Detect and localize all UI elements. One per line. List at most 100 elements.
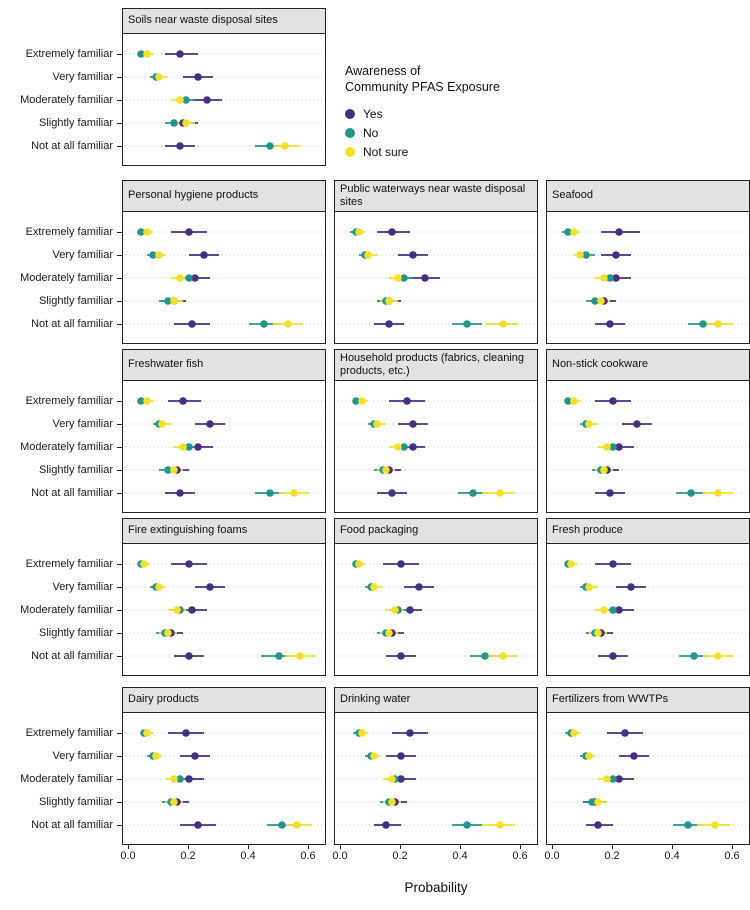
estimate-point <box>293 821 301 829</box>
y-axis-label: Very familiar <box>52 249 113 261</box>
estimate-point <box>591 297 599 305</box>
y-axis-label: Extremely familiar <box>25 558 113 570</box>
legend-item-not-sure: Not sure <box>345 142 500 161</box>
estimate-point <box>170 798 178 806</box>
facet-title: Freshwater fish <box>128 358 204 371</box>
estimate-point <box>170 775 178 783</box>
estimate-point <box>164 629 172 637</box>
estimate-point <box>609 606 617 614</box>
x-axis-tick <box>340 845 341 849</box>
estimate-point <box>137 228 145 236</box>
estimate-point <box>182 96 190 104</box>
estimate-point <box>409 251 417 259</box>
estimate-point <box>615 228 623 236</box>
estimate-point <box>567 560 575 568</box>
estimate-point <box>388 228 396 236</box>
estimate-point <box>191 752 199 760</box>
plot-area <box>546 713 750 845</box>
legend: Awareness of Community PFAS Exposure Yes… <box>345 63 500 161</box>
y-axis-tick <box>117 610 122 611</box>
y-axis-tick <box>117 802 122 803</box>
estimate-point <box>609 397 617 405</box>
estimate-point <box>576 251 584 259</box>
y-axis-label: Very familiar <box>52 71 113 83</box>
y-axis-label: Moderately familiar <box>20 773 113 785</box>
estimate-point <box>149 251 157 259</box>
estimate-point <box>621 729 629 737</box>
y-axis-label: Moderately familiar <box>20 94 113 106</box>
x-axis-tick <box>732 845 733 849</box>
estimate-point <box>594 629 602 637</box>
plot-area <box>122 212 326 344</box>
estimate-point <box>176 489 184 497</box>
x-axis-tick <box>128 845 129 849</box>
plot-svg <box>337 560 534 660</box>
facet-panel: Fertilizers from WWTPs <box>546 687 750 845</box>
estimate-point <box>585 583 593 591</box>
y-axis-tick <box>117 779 122 780</box>
facet-panel: Household products (fabrics, cleaning pr… <box>334 349 538 513</box>
facet-panel: Fresh produce <box>546 518 750 676</box>
estimate-point <box>155 251 163 259</box>
y-axis-tick <box>117 633 122 634</box>
estimate-point <box>600 274 608 282</box>
estimate-point <box>499 320 507 328</box>
estimate-point <box>388 798 396 806</box>
estimate-point <box>606 274 614 282</box>
estimate-point <box>397 775 405 783</box>
estimate-point <box>191 274 199 282</box>
facet-title: Soils near waste disposal sites <box>128 14 278 27</box>
estimate-point <box>176 274 184 282</box>
y-axis-label: Extremely familiar <box>25 226 113 238</box>
facet-strip: Fresh produce <box>546 518 750 544</box>
facet-strip: Personal hygiene products <box>122 180 326 212</box>
y-axis-tick <box>117 324 122 325</box>
y-axis-label: Not at all familiar <box>31 318 113 330</box>
legend-items: Yes No Not sure <box>345 104 500 161</box>
estimate-point <box>155 583 163 591</box>
estimate-point <box>176 142 184 150</box>
estimate-point <box>612 274 620 282</box>
plot-svg <box>125 228 322 328</box>
estimate-point <box>364 251 372 259</box>
estimate-point <box>176 775 184 783</box>
estimate-point <box>155 73 163 81</box>
plot-svg <box>125 560 322 660</box>
estimate-point <box>615 443 623 451</box>
plot-area <box>122 34 326 166</box>
facet-panel: Drinking water <box>334 687 538 845</box>
facet-panel: Fire extinguishing foams <box>122 518 326 676</box>
facet-title: Non-stick cookware <box>552 358 648 371</box>
plot-area <box>546 544 750 676</box>
x-axis-tick-label: 0.2 <box>392 850 408 862</box>
estimate-point <box>170 466 178 474</box>
plot-svg <box>337 228 534 328</box>
estimate-point <box>570 397 578 405</box>
x-axis-tick-label: 0.6 <box>724 850 740 862</box>
estimate-point <box>609 652 617 660</box>
estimate-point <box>481 652 489 660</box>
x-axis-tick-label: 0.0 <box>332 850 348 862</box>
estimate-point <box>600 466 608 474</box>
x-axis-tick-label: 0.6 <box>512 850 528 862</box>
x-axis-title: Probability <box>404 880 468 895</box>
estimate-point <box>143 50 151 58</box>
x-axis-tick <box>188 845 189 849</box>
plot-area <box>122 544 326 676</box>
estimate-point <box>194 443 202 451</box>
plot-area <box>546 212 750 344</box>
plot-svg <box>125 397 322 497</box>
estimate-point <box>188 320 196 328</box>
estimate-point <box>355 560 363 568</box>
y-axis-label: Slightly familiar <box>39 627 113 639</box>
y-axis-tick <box>117 587 122 588</box>
y-axis-tick <box>117 255 122 256</box>
estimate-point <box>499 652 507 660</box>
facet-title: Dairy products <box>128 693 199 706</box>
y-axis-label: Slightly familiar <box>39 117 113 129</box>
plot-area <box>334 544 538 676</box>
estimate-point <box>176 96 184 104</box>
estimate-point <box>194 73 202 81</box>
estimate-point <box>260 320 268 328</box>
facet-strip: Dairy products <box>122 687 326 713</box>
